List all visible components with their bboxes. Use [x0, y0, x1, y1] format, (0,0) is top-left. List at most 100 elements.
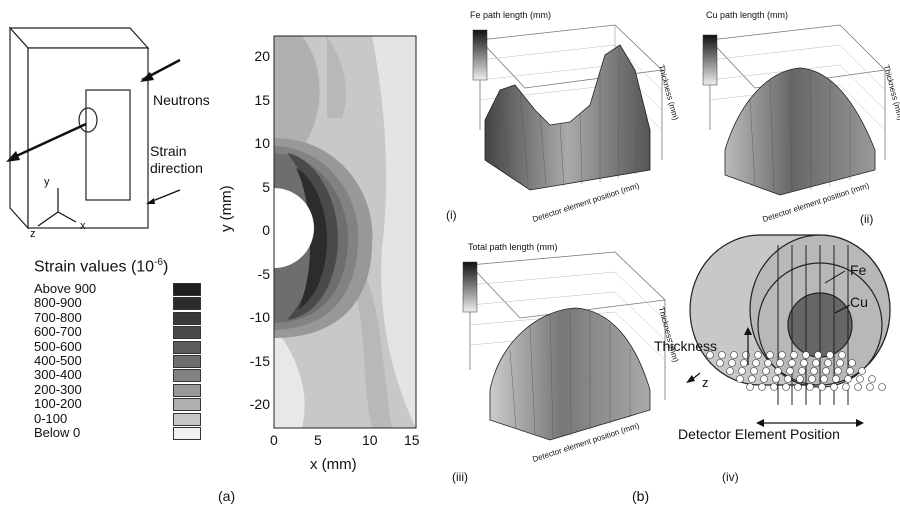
legend-item-label: 200-300: [34, 381, 82, 397]
legend-item: 800-900: [34, 295, 209, 311]
detector-element: [788, 359, 796, 367]
legend-item-label: Below 0: [34, 425, 81, 440]
detector-element: [774, 367, 782, 375]
legend-title-close: ): [162, 258, 169, 276]
plot-iii-surface: [462, 251, 666, 441]
legend-item-label: 0-100: [34, 410, 68, 426]
detector-element: [736, 375, 744, 383]
detector-element: [786, 367, 794, 375]
detector-element: [798, 367, 806, 375]
detector-element: [808, 375, 816, 383]
strain-contour-map: [273, 35, 417, 429]
legend-item-label: 100-200: [34, 396, 82, 412]
detector-element: [738, 367, 746, 375]
plot-ii-surface: [702, 24, 886, 196]
fe-label: Fe: [850, 262, 867, 278]
detector-position-label: Detector Element Position: [678, 426, 840, 442]
strain-label-line2: direction: [150, 160, 203, 176]
detector-element: [836, 359, 844, 367]
detector-element: [784, 375, 792, 383]
detector-element: [716, 359, 724, 367]
detector-element: [802, 351, 810, 359]
detector-element: [814, 351, 822, 359]
detector-element: [878, 383, 886, 391]
legend-swatch: [173, 427, 201, 440]
z-label: z: [702, 375, 709, 390]
detector-element: [752, 359, 760, 367]
strain-legend: Above 900 800-900 700-800 600-700 500-600 400…: [34, 282, 209, 442]
contour-y-label: y (mm): [218, 185, 235, 232]
contour-x-tick: 10: [362, 432, 378, 448]
detector-element: [748, 375, 756, 383]
legend-item-label: 800-900: [34, 295, 82, 311]
legend-swatch: [173, 297, 201, 311]
plot-i-title: Fe path length (mm): [470, 10, 552, 20]
legend-item-label: 700-800: [34, 309, 82, 325]
detector-element: [830, 383, 838, 391]
detector-element: [844, 375, 852, 383]
strain-direction-label: Strain direction: [150, 143, 203, 177]
legend-item-label: Above 900: [34, 281, 97, 296]
thickness-label: Thickness: [654, 338, 718, 354]
legend-swatch: [173, 398, 201, 412]
contour-x-label: x (mm): [310, 456, 357, 473]
contour-y-tick: 5: [262, 178, 270, 195]
detector-element: [842, 383, 850, 391]
detector-element: [848, 359, 856, 367]
detector-element: [750, 367, 758, 375]
plot-i-sub: (i): [446, 208, 457, 222]
contour-y-tick: 0: [262, 222, 270, 238]
detector-element: [794, 383, 802, 391]
detector-element: [820, 375, 828, 383]
detector-element: [866, 383, 874, 391]
detector-element: [740, 359, 748, 367]
detector-element: [858, 367, 866, 375]
legend-item-label: 600-700: [34, 324, 82, 340]
detector-element: [796, 375, 804, 383]
detector-element: [824, 359, 832, 367]
legend-item: Above 900: [34, 282, 209, 296]
plot-ii-title: Cu path length (mm): [706, 10, 789, 20]
detector-element: [730, 351, 738, 359]
cu-label: Cu: [850, 294, 868, 310]
detector-element: [838, 351, 846, 359]
contour-y-tick: -10: [249, 309, 270, 325]
detector-element: [806, 383, 814, 391]
detector-element: [826, 351, 834, 359]
specimen-schematic: [6, 26, 181, 230]
plot-iii-title: Total path length (mm): [468, 242, 558, 252]
caption-b: (b): [632, 488, 650, 504]
neutrons-label: Neutrons: [153, 92, 210, 108]
detector-element: [790, 351, 798, 359]
contour-y-tick: 15: [254, 91, 270, 108]
legend-item: 100-200: [34, 396, 209, 412]
legend-title: Strain values (10-6): [34, 257, 168, 276]
contour-x-tick: 0: [270, 432, 278, 448]
legend-swatch: [173, 383, 201, 397]
legend-item-label: 500-600: [34, 338, 82, 354]
legend-item: 700-800: [34, 309, 209, 325]
legend-item: 500-600: [34, 338, 209, 354]
contour-y-tick: -20: [249, 396, 270, 412]
strain-label-line1: Strain: [150, 143, 187, 159]
detector-element: [758, 383, 766, 391]
legend-item: 600-700: [34, 324, 209, 340]
detector-element: [818, 383, 826, 391]
detector-element: [762, 367, 770, 375]
legend-item-label: 300-400: [34, 367, 82, 383]
detector-element: [718, 351, 726, 359]
detector-element: [868, 375, 876, 383]
detector-element: [832, 375, 840, 383]
contour-y-tick: 10: [254, 135, 270, 151]
detector-element: [726, 367, 734, 375]
legend-swatch: [173, 283, 201, 296]
detector-element: [800, 359, 808, 367]
detector-element: [764, 359, 772, 367]
legend-item: 300-400: [34, 367, 209, 383]
legend-title-text: Strain values (10: [34, 258, 155, 276]
contour-y-tick: 20: [254, 48, 270, 64]
legend-swatch: [173, 355, 201, 368]
contour-y-tick: -5: [257, 265, 270, 282]
caption-a: (a): [218, 488, 236, 504]
plot-iii-sub: (iii): [452, 470, 468, 484]
